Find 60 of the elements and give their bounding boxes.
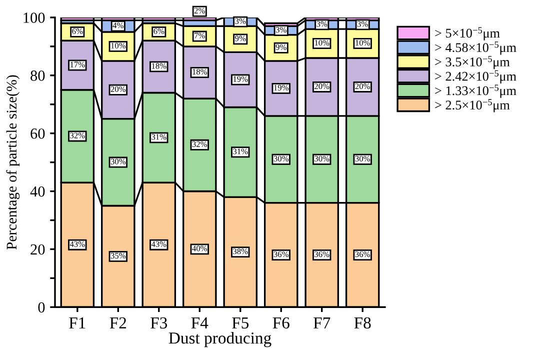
x-tick-label: F1 [69, 317, 86, 328]
y-tick-label: 20 [30, 244, 45, 255]
legend-label: > 2.42×10$^{−5}$μm [435, 70, 516, 84]
data-label: 35% [110, 252, 126, 259]
data-label: 43% [151, 241, 166, 247]
data-label: 31% [233, 148, 248, 154]
data-label: 10% [356, 40, 370, 46]
x-tick-label: F2 [110, 317, 126, 328]
data-label: 6% [154, 28, 164, 34]
data-label: 20% [314, 83, 330, 90]
data-label: 9% [235, 36, 246, 42]
data-label: 20% [110, 86, 126, 92]
data-label: 36% [355, 251, 370, 258]
data-label: 3% [235, 18, 246, 24]
data-label: 10% [111, 42, 126, 49]
data-label: 36% [274, 251, 288, 258]
data-label: 6% [72, 28, 83, 34]
y-axis-title: Percentage of particle size(%) [6, 75, 20, 250]
data-label: 30% [314, 156, 330, 162]
legend-label: > 2.5×10$^{−5}$μm [435, 99, 510, 112]
x-tick-label: F8 [354, 317, 371, 329]
legend-label: > 1.33×10$^{−5}$μm [435, 84, 516, 98]
data-label: 9% [276, 44, 286, 50]
data-label: 20% [355, 83, 370, 90]
data-label: 19% [274, 84, 288, 91]
data-label: 3% [357, 21, 368, 27]
data-label: 19% [233, 76, 248, 82]
data-label: 18% [152, 63, 166, 69]
data-label: 2% [194, 8, 205, 14]
y-tick-label: 0 [38, 302, 45, 313]
data-label: 30% [355, 156, 370, 162]
legend-label: > 3.5×10$^{−5}$μm [435, 56, 510, 70]
data-label: 30% [274, 156, 288, 162]
data-label: 31% [152, 134, 166, 140]
data-label: 30% [110, 158, 126, 164]
x-tick-label: F3 [150, 317, 168, 329]
x-tick-label: F5 [232, 317, 249, 329]
data-label: 43% [70, 241, 85, 247]
y-tick-label: 80 [30, 70, 45, 81]
data-label: 38% [233, 248, 248, 254]
y-tick-label: 40 [30, 186, 45, 197]
y-tick-label: 100 [24, 12, 45, 23]
data-label: 4% [112, 22, 124, 28]
x-tick-label: F4 [191, 317, 208, 328]
data-label: 17% [70, 62, 85, 68]
x-axis-title: Dust producing [168, 332, 272, 348]
data-label: 10% [314, 40, 330, 46]
data-label: 40% [192, 246, 207, 252]
data-label: 7% [194, 32, 205, 38]
data-label: 3% [316, 21, 328, 27]
x-tick-label: F6 [272, 317, 290, 329]
legend-label: > 4.58×10$^{−5}$μm [435, 42, 516, 55]
y-tick-label: 60 [30, 128, 45, 139]
data-label: 32% [192, 141, 207, 148]
x-tick-label: F7 [314, 317, 330, 328]
legend-label: > 5×10$^{−5}$μm [435, 27, 500, 40]
data-label: 36% [314, 251, 330, 258]
data-label: 3% [276, 26, 286, 33]
data-label: 32% [70, 132, 85, 138]
data-label: 18% [192, 68, 207, 75]
